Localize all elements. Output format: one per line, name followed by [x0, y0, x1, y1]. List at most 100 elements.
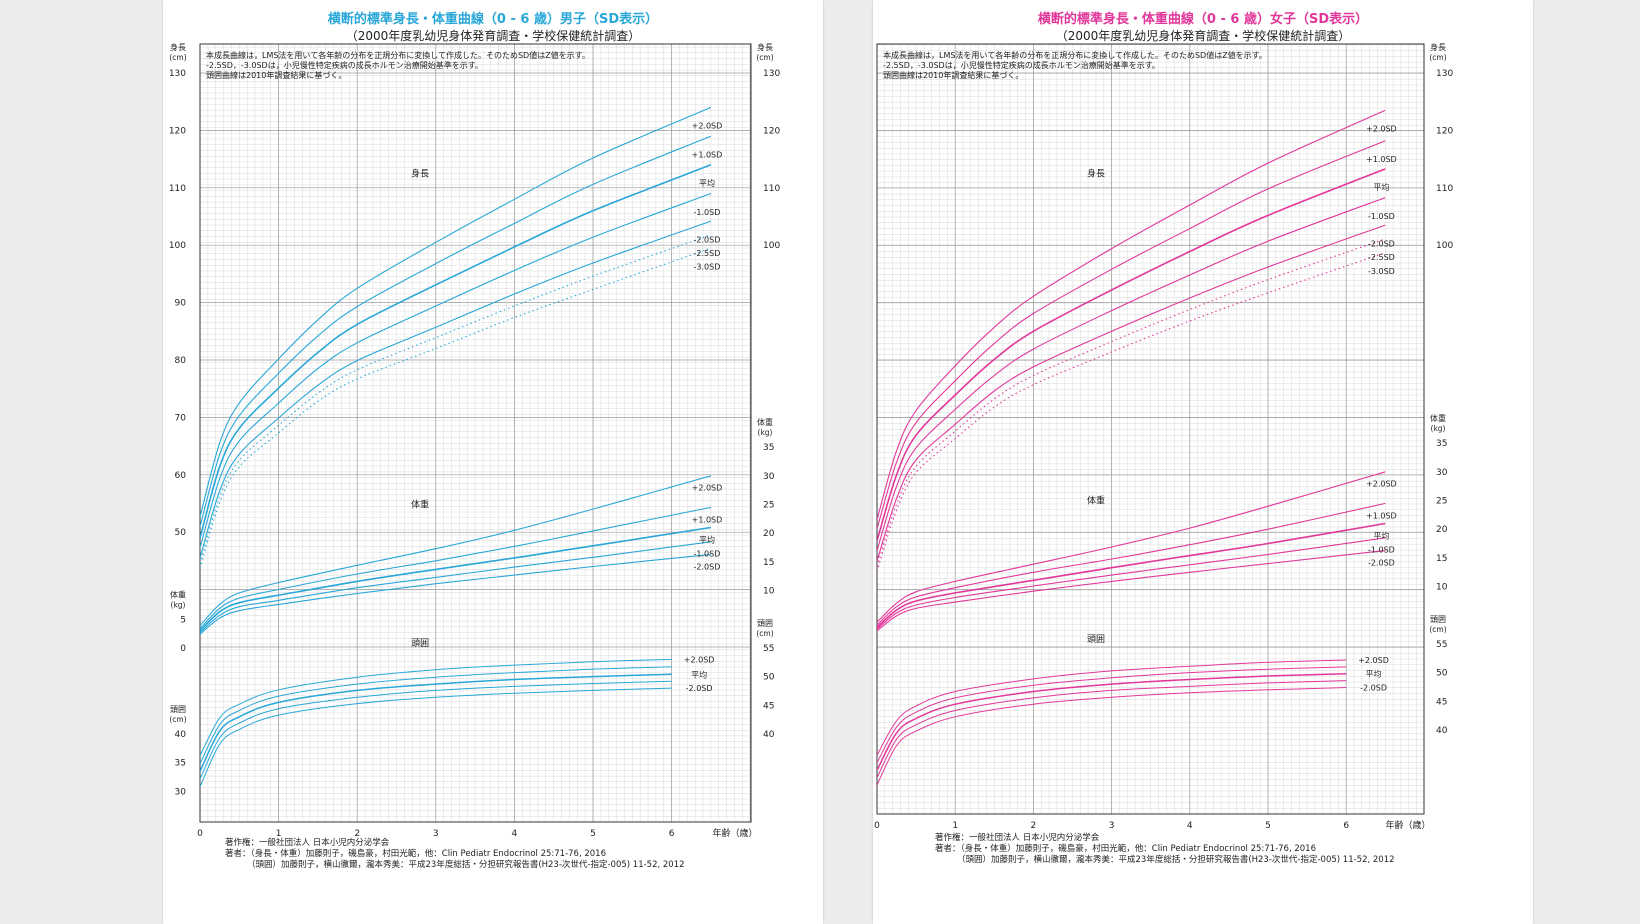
- height-series-label: +2.0SD: [1366, 125, 1397, 134]
- y-tick-height-right: 130: [763, 69, 780, 79]
- axis-unit-kg-right: (kg): [758, 428, 773, 437]
- x-tick: 0: [874, 821, 880, 831]
- axis-title-head-right: 頭囲: [757, 619, 773, 628]
- x-tick: 6: [1343, 821, 1349, 831]
- footer-copyright: 著作権：一般社団法人 日本小児内分泌学会: [225, 838, 390, 848]
- x-tick: 6: [669, 829, 675, 839]
- height-series-line: [877, 238, 1386, 567]
- y-tick-height-right: 100: [763, 241, 780, 251]
- y-tick-weight: 5: [180, 615, 186, 625]
- grid-major: [199, 44, 751, 822]
- y-tick-weight-right: 35: [763, 443, 774, 453]
- weight-series-line: [200, 553, 711, 635]
- head-series-line: [200, 673, 672, 772]
- chart-note: 頭囲曲線は2010年調査結果に基づく。: [206, 70, 346, 80]
- head-series-line: [200, 666, 672, 765]
- head-series-label: +2.0SD: [684, 655, 715, 664]
- y-tick-height: 70: [175, 413, 187, 423]
- grid-minor: [199, 44, 751, 823]
- weight-series-line: [877, 502, 1386, 626]
- footer-authors: 著者：（身長・体重）加藤則子，磯島豪，村田光範，他：Clin Pediatr E…: [225, 849, 606, 859]
- axis-title-weight-right: 体重: [757, 417, 773, 427]
- chart-note: 頭囲曲線は2010年調査結果に基づく。: [883, 70, 1023, 80]
- y-tick-weight-right: 30: [763, 472, 775, 482]
- chart-note: -2.5SD，-3.0SDは，小児慢性特定疾病の成長ホルモン治療開始基準を示す。: [883, 60, 1160, 70]
- section-label-height: 身長: [411, 167, 429, 179]
- boys-chart-title: 横断的標準身長・体重曲線（0 - 6 歳）男子（SD表示）: [327, 12, 659, 27]
- y-tick-weight-right: 30: [1436, 468, 1448, 478]
- x-tick: 2: [354, 829, 360, 839]
- weight-series-line: [877, 537, 1386, 630]
- height-series-label: +1.0SD: [1366, 155, 1397, 164]
- axis-title-height-right: 身長: [757, 42, 773, 52]
- height-series-label: -3.0SD: [1368, 267, 1395, 276]
- y-tick-height-right: 110: [1436, 184, 1453, 194]
- y-tick-height-right: 120: [763, 126, 780, 136]
- axis-title-height: 身長: [170, 42, 186, 52]
- y-tick-weight: 0: [180, 644, 186, 654]
- weight-series-label: +1.0SD: [692, 515, 723, 524]
- weight-series-label: +2.0SD: [692, 484, 723, 493]
- height-series-label: -2.5SD: [1368, 253, 1395, 262]
- y-tick-height: 80: [175, 356, 187, 366]
- axis-title-weight-right: 体重: [1430, 413, 1446, 423]
- axis-unit-cm-head: (cm): [169, 715, 186, 724]
- head-series-line: [200, 680, 672, 780]
- y-tick-head-right: 55: [763, 644, 774, 654]
- head-series-line: [200, 658, 672, 757]
- head-series-line: [200, 687, 672, 788]
- head-series-line: [877, 666, 1347, 763]
- y-tick-head-right: 40: [763, 730, 775, 740]
- y-tick-head: 30: [175, 787, 187, 797]
- head-series-line: [877, 687, 1347, 786]
- axis-unit-cm-head-right: (cm): [1429, 625, 1446, 634]
- x-tick: 5: [1265, 821, 1271, 831]
- axis-unit-kg-right: (kg): [1431, 424, 1446, 433]
- height-series-line: [200, 164, 712, 539]
- y-tick-height: 130: [169, 69, 186, 79]
- x-tick: 5: [590, 829, 596, 839]
- x-tick: 3: [1109, 821, 1115, 831]
- y-tick-height-right: 110: [763, 184, 780, 194]
- axis-unit-cm: (cm): [169, 53, 186, 62]
- head-series-line: [877, 680, 1347, 778]
- axis-title-height-right: 身長: [1430, 42, 1446, 52]
- weight-series-label: -2.0SD: [1368, 558, 1395, 567]
- plot-area: [876, 43, 1425, 815]
- grid-minor: [876, 44, 1424, 815]
- axis-unit-cm-right: (cm): [756, 53, 773, 62]
- weight-series-line: [200, 526, 712, 632]
- y-tick-head-right: 45: [1436, 697, 1447, 707]
- head-series-line: [877, 672, 1347, 771]
- x-axis-label: 年齢（歳）: [1385, 819, 1430, 831]
- x-tick: 3: [433, 829, 439, 839]
- girls-chart-sheet: 横断的標準身長・体重曲線（0 - 6 歳）女子（SD表示） （2000年度乳幼児…: [873, 0, 1533, 924]
- height-series-line: [877, 197, 1386, 551]
- y-tick-head: 35: [175, 759, 186, 769]
- y-tick-height-right: 120: [1436, 126, 1453, 136]
- height-series-line: [200, 234, 712, 564]
- axis-title-head: 頭囲: [170, 705, 186, 714]
- y-tick-weight-right: 20: [763, 529, 775, 539]
- boys-growth-chart: 本成長曲線は，LMS法を用いて各年齢の分布を正規分布に変換して作成した。そのため…: [169, 42, 781, 839]
- height-series-line: [877, 224, 1386, 562]
- y-tick-weight-right: 15: [763, 558, 774, 568]
- axis-unit-cm-head-right: (cm): [756, 629, 773, 638]
- height-series-line: [877, 168, 1386, 542]
- weight-series-line: [877, 471, 1386, 623]
- y-tick-head-right: 55: [1436, 640, 1447, 650]
- x-tick: 2: [1031, 821, 1037, 831]
- height-series-label: 平均: [699, 178, 715, 188]
- y-tick-height: 100: [169, 241, 186, 251]
- head-series-label: 平均: [1366, 669, 1382, 679]
- curves: [200, 106, 712, 788]
- weight-series-line: [877, 522, 1386, 629]
- chart-note: 本成長曲線は，LMS法を用いて各年齢の分布を正規分布に変換して作成した。そのため…: [206, 50, 590, 60]
- y-tick-head-right: 45: [763, 701, 774, 711]
- axis-unit-kg: (kg): [171, 600, 186, 609]
- footer-head-source: （頭囲）加藤則子，横山徹爾，瀧本秀美：平成23年度総括・分担研究報告書(H23-…: [957, 855, 1395, 865]
- plot-area: [199, 43, 752, 823]
- weight-series-label: +2.0SD: [1366, 480, 1397, 489]
- x-tick: 1: [952, 821, 958, 831]
- y-tick-head-right: 40: [1436, 726, 1448, 736]
